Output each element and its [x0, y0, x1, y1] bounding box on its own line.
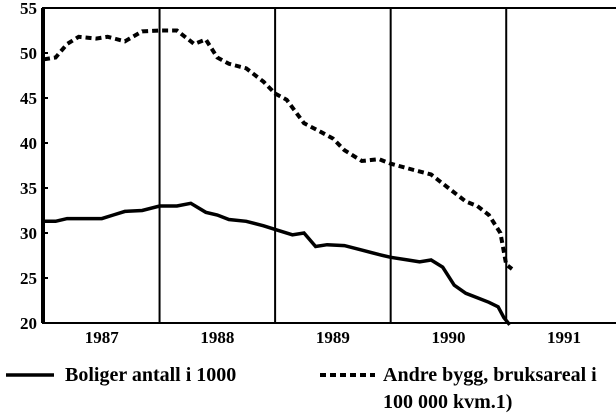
x-tick-label: 1990: [431, 328, 465, 347]
legend-label: Boliger antall i 1000: [65, 364, 237, 386]
line-series: [43, 28, 514, 271]
x-tick-label: 1987: [85, 328, 120, 347]
y-tick-label: 55: [20, 0, 37, 18]
y-tick-label: 45: [20, 89, 37, 108]
x-tick-label: 1989: [316, 328, 350, 347]
x-tick-label: 1991: [547, 328, 581, 347]
legend-label: Andre bygg, bruksareal i 100 000 kvm.1): [383, 364, 597, 413]
y-tick-label: 50: [20, 44, 37, 63]
line-series: [44, 201, 512, 326]
y-tick-label: 25: [20, 269, 37, 288]
y-tick-label: 20: [20, 314, 37, 333]
y-tick-label: 30: [20, 224, 37, 243]
x-tick-label: 1988: [200, 328, 234, 347]
y-tick-label: 40: [20, 134, 37, 153]
y-tick-label: 35: [20, 179, 37, 198]
